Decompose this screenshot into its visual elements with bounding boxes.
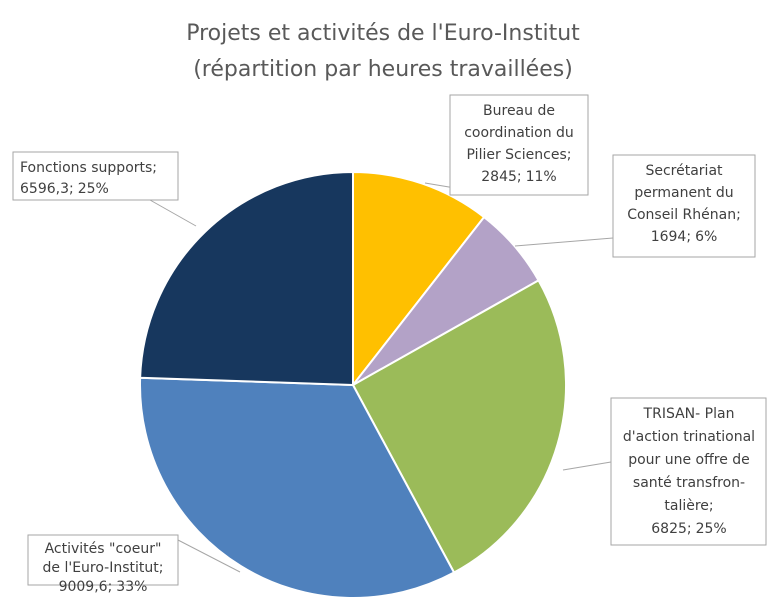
category-name: Bureau de (483, 103, 555, 119)
data-label: de l'Euro-Institut; (43, 560, 164, 576)
data-label: 2845; 11% (481, 169, 556, 185)
data-label: permanent du (634, 185, 733, 201)
leader-line (562, 461, 612, 471)
data-label: Bureau de (483, 103, 555, 119)
separator: ; (517, 169, 522, 185)
category-name: coordination du (464, 125, 574, 141)
separator: ; (736, 207, 741, 223)
data-label: santé transfron- (633, 475, 745, 491)
data-label: 1694; 6% (651, 229, 718, 245)
data-label: coordination du (464, 125, 574, 141)
pie-slice (352, 170, 486, 388)
chart-title: (répartition par heures travaillées) (193, 57, 573, 82)
percent-label: 25% (696, 521, 727, 537)
separator: ; (159, 560, 164, 576)
pie-slice (139, 170, 354, 387)
separator: ; (152, 160, 157, 176)
label-box (12, 151, 179, 201)
data-label: Secrétariat (645, 163, 723, 179)
data-label: Fonctions supports; (20, 160, 157, 176)
label-box (612, 154, 756, 258)
data-label: d'action trinational (623, 429, 755, 445)
separator: ; (709, 498, 714, 514)
category-name: TRISAN- Plan (643, 406, 735, 422)
category-name: Activités "coeur" (45, 541, 162, 557)
data-label: Conseil Rhénan; (627, 207, 741, 223)
category-name: Conseil Rhénan (627, 207, 736, 223)
category-name: santé transfron- (633, 475, 745, 491)
separator: ; (686, 229, 691, 245)
chart-title: Projets et activités de l'Euro-Institut (186, 21, 580, 46)
category-name: Secrétariat (645, 163, 723, 179)
data-label: pour une offre de (628, 452, 750, 468)
separator: ; (567, 147, 572, 163)
value-label: 9009,6 (59, 579, 108, 595)
label-box (610, 397, 767, 546)
leader-line (149, 199, 197, 227)
value-label: 6596,3 (20, 181, 69, 197)
category-name: Fonctions supports (20, 160, 152, 176)
leader-line (514, 237, 614, 247)
separator: ; (108, 579, 113, 595)
data-label: talière; (664, 498, 713, 514)
label-box (27, 534, 179, 586)
data-label: 9009,6; 33% (59, 579, 148, 595)
percent-label: 6% (695, 229, 717, 245)
value-label: 1694 (651, 229, 687, 245)
category-name: pour une offre de (628, 452, 750, 468)
data-label: TRISAN- Plan (643, 406, 735, 422)
category-name: de l'Euro-Institut (43, 560, 160, 576)
percent-label: 33% (116, 579, 147, 595)
percent-label: 25% (78, 181, 109, 197)
data-label: 6596,3; 25% (20, 181, 109, 197)
value-label: 2845 (481, 169, 517, 185)
category-name: Pilier Sciences (467, 147, 567, 163)
leader-line (177, 539, 241, 573)
data-label: Activités "coeur" (45, 541, 162, 557)
category-name: permanent du (634, 185, 733, 201)
data-label: Pilier Sciences; (467, 147, 572, 163)
pie-slice (139, 376, 456, 599)
label-box (449, 94, 589, 196)
percent-label: 11% (526, 169, 557, 185)
pie-slice (351, 279, 567, 574)
value-label: 6825 (651, 521, 687, 537)
data-label: 6825; 25% (651, 521, 726, 537)
separator: ; (687, 521, 692, 537)
separator: ; (69, 181, 74, 197)
category-name: d'action trinational (623, 429, 755, 445)
category-name: talière (664, 498, 709, 514)
